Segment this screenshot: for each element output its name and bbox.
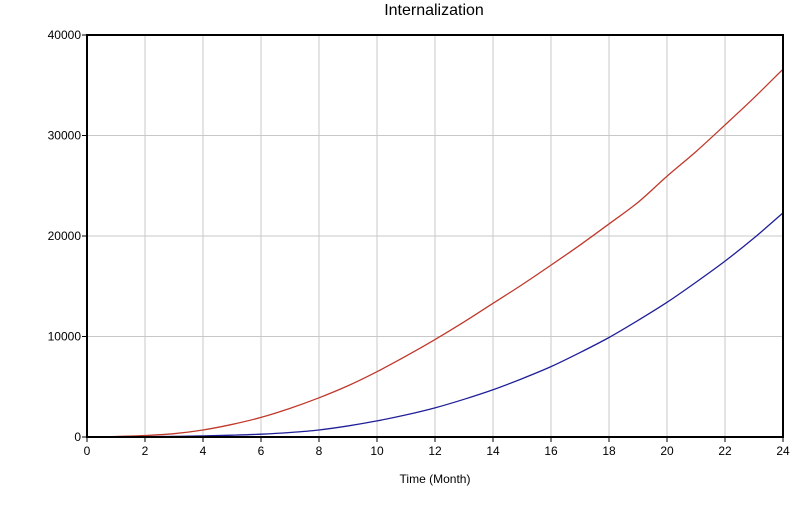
y-tick-label: 10000	[48, 330, 82, 344]
y-tick-label: 20000	[48, 229, 82, 243]
x-tick-label: 22	[718, 444, 732, 458]
x-tick-label: 2	[142, 444, 149, 458]
chart-title: Internalization	[384, 2, 484, 19]
series-lines	[86, 68, 784, 438]
series-line-1	[86, 68, 784, 438]
x-axis-label: Time (Month)	[400, 472, 471, 486]
x-tick-label: 4	[200, 444, 207, 458]
x-tick-label: 20	[660, 444, 674, 458]
x-tick-label: 16	[544, 444, 558, 458]
grid	[87, 35, 783, 437]
x-tick-label: 14	[486, 444, 500, 458]
x-tick-label: 18	[602, 444, 616, 458]
x-tick-label: 6	[258, 444, 265, 458]
axis-ticks: 0 2 4 6 8 10 12 14 16 18 20 22 240100002000030000400…	[48, 28, 790, 458]
x-tick-label: 12	[428, 444, 442, 458]
y-tick-label: 40000	[48, 28, 82, 42]
y-tick-label: 0	[74, 430, 81, 444]
series-line-2	[86, 212, 784, 438]
x-tick-label: 24	[776, 444, 790, 458]
x-tick-label: 10	[370, 444, 384, 458]
y-tick-label: 30000	[48, 129, 82, 143]
x-tick-label: 0	[84, 444, 91, 458]
x-tick-label: 8	[316, 444, 323, 458]
